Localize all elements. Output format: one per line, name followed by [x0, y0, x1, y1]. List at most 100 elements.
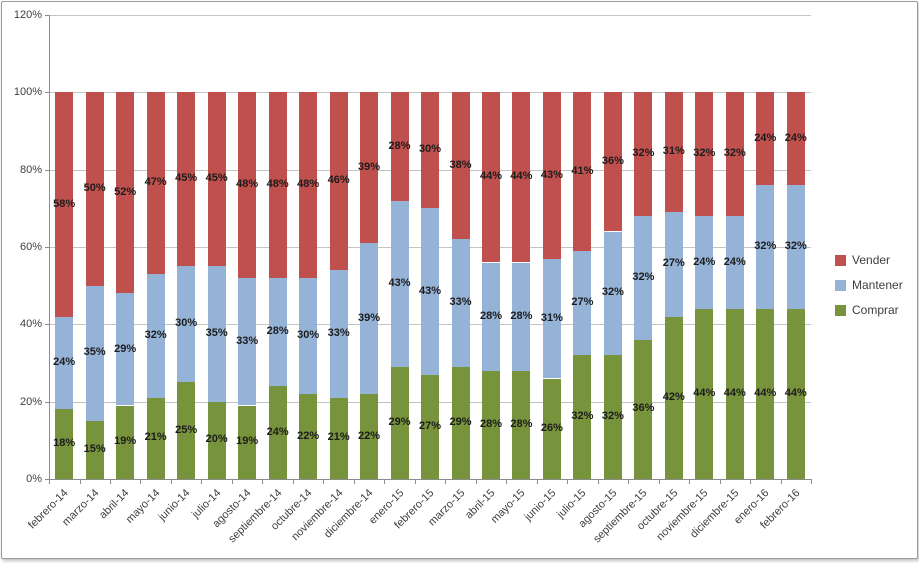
bar-segment-comprar	[482, 370, 500, 479]
bar-segment-comprar	[329, 397, 348, 479]
data-label: 32%	[693, 147, 716, 160]
data-label: 41%	[571, 164, 594, 177]
data-label: 32%	[632, 270, 655, 283]
data-label: 29%	[388, 415, 411, 428]
data-label: 39%	[357, 160, 381, 173]
y-axis-tick	[45, 92, 49, 93]
bar-segment-vender	[634, 92, 653, 216]
bar-segment-vender	[664, 92, 683, 213]
bar-segment-mantener	[55, 316, 74, 410]
data-label: 21%	[327, 431, 350, 444]
data-label: 28%	[479, 417, 503, 430]
bar-segment-mantener	[177, 266, 196, 383]
bar-segment-vender	[268, 92, 287, 278]
bar-segment-comprar	[207, 401, 226, 479]
bar-segment-vender	[725, 92, 744, 216]
bar-segment-comprar	[421, 374, 439, 479]
y-axis-tick	[45, 247, 49, 248]
data-label: 44%	[754, 386, 777, 399]
bar-segment-comprar	[634, 339, 653, 479]
x-axis-tick	[49, 480, 50, 484]
y-axis-label: 0%	[26, 473, 42, 485]
bar-segment-mantener	[238, 277, 257, 406]
bar-segment-mantener	[695, 216, 714, 309]
bar-segment-comprar	[268, 386, 287, 479]
bar-segment-vender	[603, 92, 622, 232]
bar-segment-vender	[177, 92, 196, 267]
data-label: 31%	[540, 311, 563, 324]
data-label: 28%	[510, 417, 533, 430]
data-label: 30%	[175, 317, 198, 330]
x-axis-tick	[506, 480, 508, 484]
data-label: 58%	[53, 197, 76, 210]
data-label: 48%	[266, 178, 289, 191]
x-axis-tick	[231, 480, 233, 484]
data-label: 32%	[144, 328, 167, 341]
bar-segment-mantener	[756, 185, 775, 309]
y-axis-label: 120%	[13, 9, 42, 21]
bar-segment-comprar	[146, 397, 165, 479]
bar-segment-mantener	[421, 208, 439, 375]
legend-swatch-icon	[835, 305, 846, 316]
y-axis-tick	[45, 479, 49, 480]
data-label: 36%	[601, 154, 624, 167]
x-axis-tick	[79, 480, 81, 484]
x-axis-tick	[811, 480, 812, 484]
data-label: 28%	[266, 325, 289, 338]
bar-segment-comprar	[55, 409, 74, 479]
bar-segment-comprar	[664, 316, 683, 479]
data-label: 43%	[388, 276, 411, 289]
data-label: 44%	[784, 386, 807, 399]
x-axis-tick	[384, 480, 386, 484]
y-axis-tick	[45, 170, 49, 171]
bar-segment-vender	[116, 92, 135, 294]
data-label: 30%	[418, 143, 442, 156]
data-label: 29%	[449, 415, 472, 428]
y-axis-label: 60%	[19, 241, 42, 253]
data-label: 32%	[784, 240, 807, 252]
bar-segment-mantener	[268, 277, 287, 387]
bar-segment-mantener	[634, 216, 653, 340]
bar-segment-mantener	[207, 266, 226, 402]
y-axis-label: 100%	[13, 86, 42, 98]
bar-segment-vender	[695, 92, 714, 216]
bar-segment-mantener	[451, 239, 470, 367]
data-label: 44%	[479, 170, 503, 183]
bar-segment-mantener	[85, 285, 104, 421]
legend-swatch-icon	[835, 255, 846, 266]
data-label: 31%	[662, 145, 685, 158]
data-label: 27%	[662, 257, 685, 270]
data-label: 46%	[327, 174, 350, 187]
y-axis-label: 80%	[19, 164, 42, 176]
bar-segment-vender	[55, 92, 74, 317]
legend-label: Mantener	[852, 278, 903, 292]
x-axis-tick	[110, 480, 111, 484]
data-label: 43%	[540, 168, 563, 181]
bar-segment-comprar	[177, 382, 196, 479]
data-label: 32%	[601, 286, 624, 299]
data-label: 21%	[144, 431, 167, 444]
bar-segment-vender	[512, 92, 531, 263]
bar-segment-vender	[542, 92, 561, 259]
data-label: 24%	[784, 131, 807, 144]
legend-label: Vender	[852, 253, 891, 267]
x-axis-tick	[262, 480, 264, 484]
data-label: 24%	[723, 255, 746, 268]
data-label: 22%	[357, 429, 381, 442]
x-axis-tick	[597, 480, 599, 484]
bar-segment-vender	[299, 92, 318, 278]
y-axis-tick	[45, 402, 49, 403]
legend-entry-vender: Vender	[835, 253, 903, 268]
bar-segment-vender	[451, 92, 470, 240]
bar-segment-comprar	[786, 308, 805, 479]
data-label: 48%	[236, 178, 259, 191]
data-label: 32%	[601, 410, 624, 423]
y-axis-tick	[45, 324, 49, 325]
y-axis-line	[49, 15, 50, 480]
bar-segment-vender	[786, 92, 805, 186]
data-label: 45%	[175, 172, 198, 185]
data-label: 48%	[297, 178, 320, 191]
bar-segment-comprar	[116, 405, 135, 479]
